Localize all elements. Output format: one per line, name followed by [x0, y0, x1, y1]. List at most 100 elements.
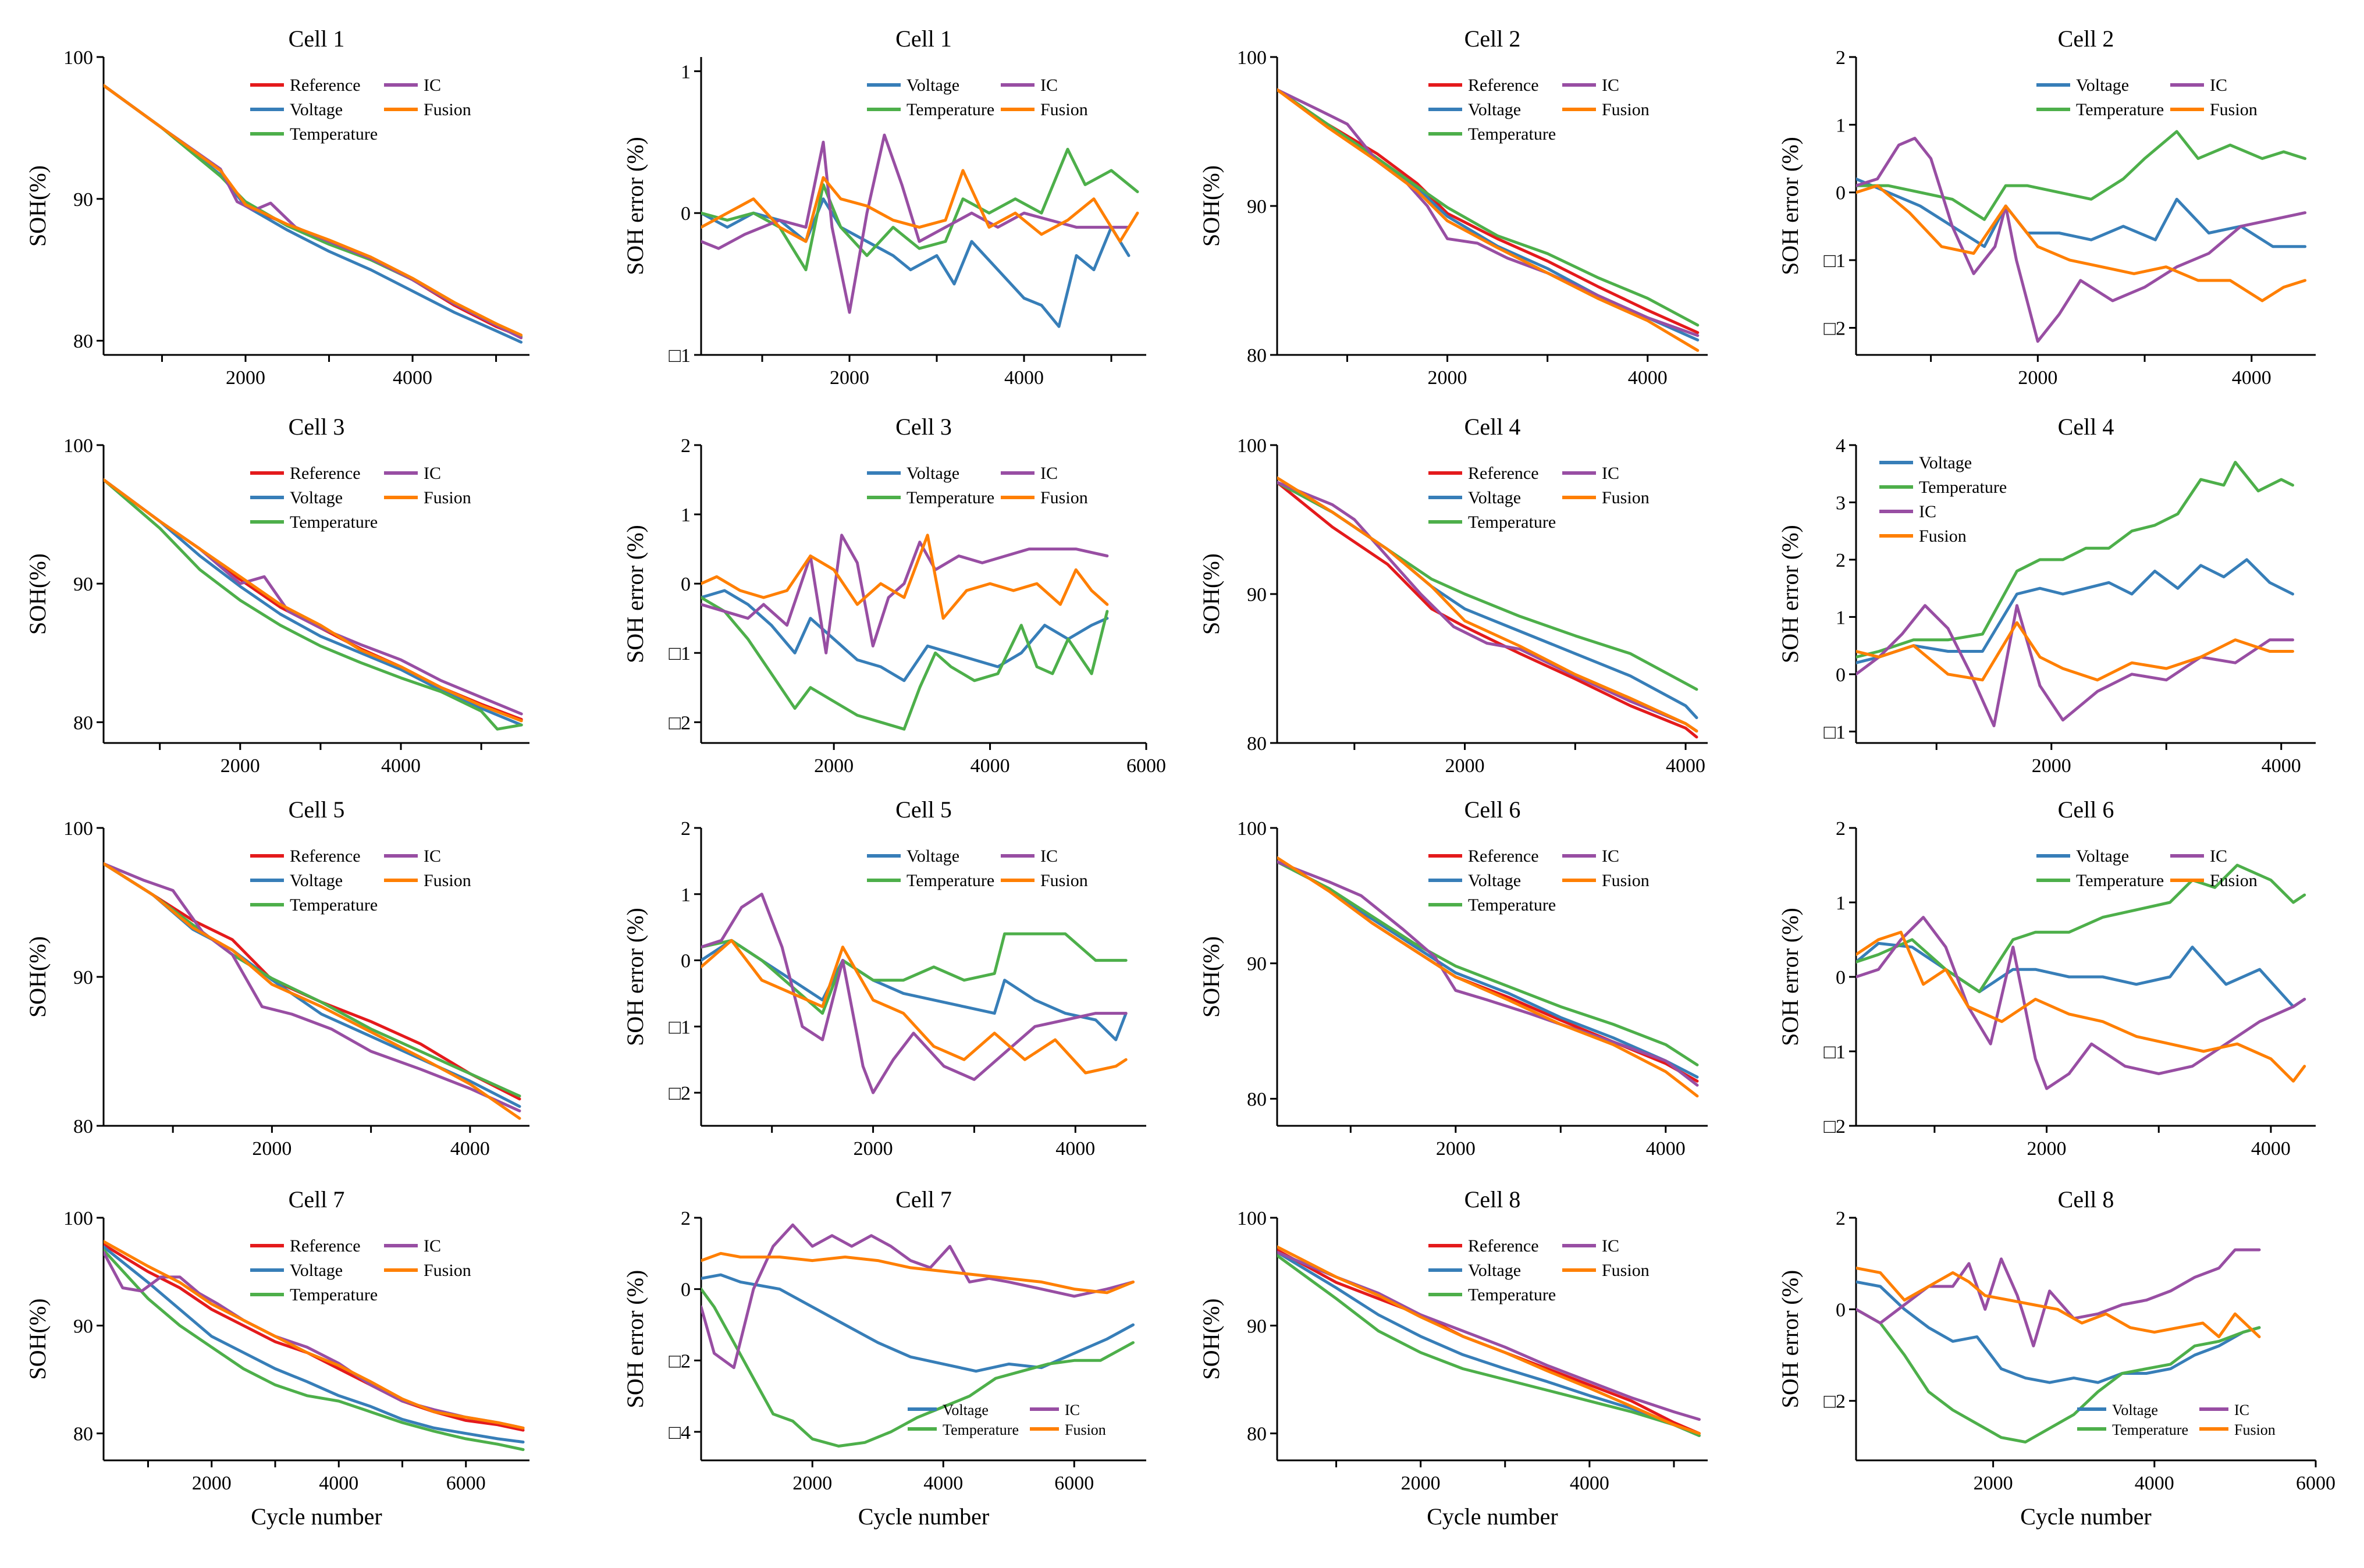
panel-2: Cell 1 1 0 □1 2000 4000 SOH error (%) Voltage IC…	[622, 26, 1146, 389]
series-line-ic	[104, 84, 523, 340]
legend: Voltage IC Temperature Fusion	[908, 1402, 1106, 1438]
series-group	[1856, 461, 2294, 727]
y-axis-label: SOH(%)	[1198, 165, 1224, 247]
series-line-voltage	[104, 1245, 525, 1443]
series-line-fusion	[1856, 184, 2307, 303]
y-tick-label: □2	[669, 1083, 691, 1104]
series-line-voltage	[1856, 558, 2294, 664]
panel-title: Cell 3	[895, 414, 952, 440]
series-line-voltage	[1856, 177, 2307, 248]
y-tick-label: 1	[681, 504, 691, 526]
legend-label: Reference	[1468, 847, 1539, 866]
x-tick-label: 2000	[814, 755, 854, 777]
panel-16: Cell 8 2 0 □2 2000 4000 6000 SOH error (%) Cycle…	[1777, 1186, 2335, 1530]
y-tick-label: 80	[73, 331, 93, 353]
panel-8: Cell 4 4 3 2 1 0 □1 2000 4000 SOH error (%) Voltag…	[1777, 414, 2316, 777]
panel-title: Cell 5	[289, 797, 345, 823]
series-group	[1856, 130, 2307, 343]
y-axis-label: SOH(%)	[24, 165, 51, 247]
legend-label: IC	[1602, 1236, 1619, 1256]
y-tick-label: 90	[1247, 584, 1267, 606]
series-line-fusion	[1856, 621, 2294, 682]
legend-label: Temperature	[290, 895, 378, 915]
y-tick-label: 1	[681, 61, 691, 83]
x-tick-label: 4000	[319, 1473, 358, 1494]
series-line-temperature	[701, 932, 1128, 1015]
series-line-ic	[1856, 137, 2307, 343]
y-tick-label: 80	[1247, 345, 1267, 367]
panel-title: Cell 1	[895, 26, 952, 52]
legend-label: IC	[2210, 76, 2227, 95]
legend-label: IC	[2210, 847, 2227, 866]
y-tick-label: 100	[1237, 435, 1267, 457]
x-tick-label: 2000	[226, 367, 265, 389]
panel-11: Cell 6 80 90 100 2000 4000 SOH(%) Reference IC Vo…	[1198, 797, 1708, 1160]
series-line-fusion	[701, 938, 1128, 1075]
legend-label: Reference	[1468, 464, 1539, 483]
series-group	[1277, 1245, 1701, 1437]
legend: Reference IC Voltage Fusion Temperature	[1428, 847, 1650, 915]
legend: Voltage IC Temperature Fusion	[867, 76, 1088, 119]
series-group	[701, 133, 1139, 328]
series-line-temperature	[1856, 461, 2294, 659]
y-tick-label: □1	[1823, 721, 1846, 743]
x-tick-label: 2000	[252, 1138, 291, 1160]
series-group	[1856, 1248, 2261, 1443]
series-line-ic	[1277, 481, 1698, 733]
x-tick-label: 4000	[2232, 367, 2271, 389]
panel-title: Cell 2	[2058, 26, 2114, 52]
series-line-ic	[1277, 88, 1700, 337]
panel-14: Cell 7 2 0 □2 □4 2000 4000 6000 SOH error (%) Cyc…	[622, 1186, 1146, 1530]
series-line-ic	[104, 862, 521, 1112]
y-tick-label: 2	[1836, 550, 1846, 571]
series-line-temperature	[1277, 88, 1700, 327]
x-tick-label: 4000	[1055, 1138, 1095, 1160]
x-axis-label: Cycle number	[2020, 1503, 2152, 1530]
legend: Voltage IC Temperature Fusion	[2036, 847, 2258, 890]
panel-title: Cell 7	[895, 1186, 952, 1213]
panel-title: Cell 3	[289, 414, 345, 440]
y-tick-label: 0	[681, 1279, 691, 1301]
y-tick-label: 100	[63, 1208, 93, 1229]
y-tick-label: 0	[1836, 1299, 1846, 1321]
x-tick-label: 2000	[830, 367, 869, 389]
x-tick-label: 4000	[381, 755, 421, 777]
y-tick-label: 80	[1247, 733, 1267, 755]
series-group	[104, 84, 523, 344]
legend-label: Voltage	[290, 1261, 343, 1280]
legend: Reference IC Voltage Fusion Temperature	[250, 847, 471, 915]
y-tick-label: 1	[1836, 115, 1846, 136]
y-tick-label: 90	[1247, 1315, 1267, 1337]
series-line-voltage	[1856, 1280, 2261, 1384]
x-tick-label: 6000	[446, 1473, 486, 1494]
series-line-temperature	[1277, 1254, 1701, 1437]
panel-title: Cell 6	[2058, 797, 2114, 823]
legend: Reference IC Voltage Fusion Temperature	[1428, 1236, 1650, 1304]
panel-title: Cell 5	[895, 797, 952, 823]
series-group	[104, 862, 521, 1120]
legend-label: Fusion	[1602, 100, 1650, 119]
y-tick-label: 2	[1836, 47, 1846, 69]
panel-9: Cell 5 80 90 100 2000 4000 SOH(%) Reference IC Vo…	[24, 797, 529, 1160]
panel-4: Cell 2 2 1 0 □1 □2 2000 4000 SOH error (%) Voltag…	[1777, 26, 2316, 389]
series-line-fusion	[1277, 476, 1698, 733]
legend-label: Fusion	[424, 488, 471, 507]
series-group	[701, 893, 1128, 1094]
x-tick-label: 4000	[1570, 1473, 1609, 1494]
y-tick-label: 90	[1247, 196, 1267, 218]
y-tick-label: 80	[1247, 1424, 1267, 1445]
panel-7: Cell 4 80 90 100 2000 4000 SOH(%) Reference IC Vo…	[1198, 414, 1708, 777]
legend-label: Temperature	[1919, 478, 2007, 497]
y-axis-label: SOH error (%)	[622, 908, 648, 1046]
y-tick-label: 100	[1237, 818, 1267, 840]
legend-label: Fusion	[424, 100, 471, 119]
legend-label: IC	[424, 464, 441, 483]
x-tick-label: 4000	[923, 1473, 963, 1494]
y-tick-label: 1	[681, 884, 691, 906]
y-tick-label: 100	[1237, 1208, 1267, 1229]
legend-label: Fusion	[1040, 100, 1088, 119]
legend: Voltage Temperature IC Fusion	[1879, 453, 2007, 546]
legend: Reference IC Voltage Fusion Temperature	[1428, 76, 1650, 144]
x-tick-label: 2000	[1428, 367, 1467, 389]
